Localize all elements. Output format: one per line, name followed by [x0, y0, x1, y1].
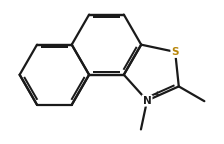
- Text: N: N: [143, 95, 151, 106]
- Text: S: S: [171, 47, 179, 57]
- Text: +: +: [153, 90, 160, 99]
